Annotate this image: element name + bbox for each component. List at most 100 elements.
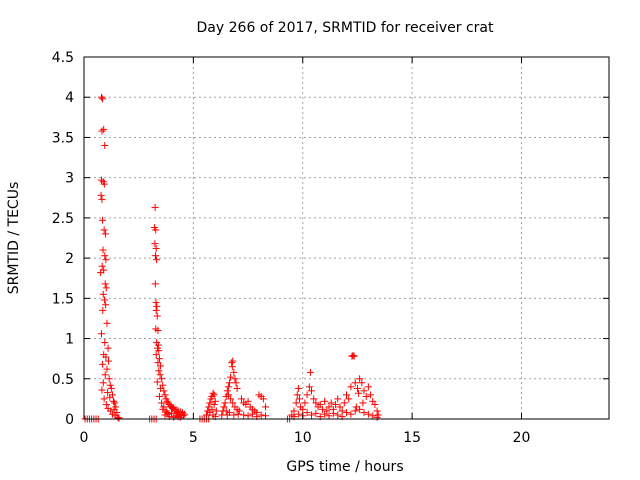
data-point [223,387,231,395]
data-point [352,403,360,411]
data-point [101,296,109,304]
data-point [294,410,302,418]
data-point [299,405,307,413]
data-point [107,384,115,392]
data-point [152,351,160,359]
data-point [234,410,242,418]
data-point [308,411,315,419]
data-point [225,379,233,387]
data-point [373,407,381,415]
data-point [168,409,175,417]
data-point [225,409,233,417]
data-point [351,379,359,387]
data-point [180,412,188,420]
data-point [115,414,123,422]
data-point [233,384,241,392]
data-point [100,180,108,188]
data-point [303,391,311,399]
data-point [248,410,256,418]
data-point [262,412,270,420]
data-point [336,403,344,411]
data-point [221,399,229,407]
data-point [103,365,111,373]
y-tick-label: 2.5 [52,211,74,227]
data-point [347,383,355,391]
data-point [364,383,372,391]
data-point [102,284,110,292]
data-point [369,412,377,420]
data-point [334,395,342,403]
plot-frame [83,56,610,420]
data-point [303,409,311,417]
x-tick-label: 20 [513,430,531,446]
data-point [153,256,161,264]
data-point [160,387,168,395]
data-point [102,256,110,264]
data-point [98,262,106,270]
data-point [231,375,239,383]
data-point [367,391,375,399]
data-point [155,367,163,375]
data-point [210,391,218,399]
data-point [343,409,350,417]
data-point [230,411,238,419]
data-point [152,298,160,306]
data-point [224,383,232,391]
data-point [156,371,164,379]
data-point [220,403,228,411]
data-point [257,411,265,419]
data-point [102,401,110,409]
data-point [301,399,309,407]
data-point [259,395,267,403]
data-point [229,399,237,407]
data-point [152,306,160,314]
data-point [312,409,320,417]
data-point [305,383,313,391]
data-point [325,412,333,420]
data-point [153,378,161,386]
data-point [350,352,358,360]
data-point [359,399,367,407]
data-point [244,397,252,405]
data-point [98,195,106,203]
data-point [101,230,109,238]
data-point [371,401,379,409]
x-tick-label: 5 [189,430,198,446]
data-point [358,379,366,387]
data-point [244,412,252,420]
data-point [306,368,314,376]
data-point [104,388,112,396]
tick-labels: 0 0.5 1 1.5 2 2.5 3 3.5 4 4.5 0 5 10 15 20 [52,50,531,446]
data-point [206,399,214,407]
data-point [318,405,326,413]
data-point [327,399,335,407]
data-point [160,403,168,411]
y-axis-label: SRMTID / TECUs [6,182,22,295]
data-point [155,347,163,355]
data-point [103,319,111,327]
data-point [97,269,105,277]
data-point [152,244,160,252]
data-point [100,125,108,133]
data-point [176,413,184,421]
data-point [101,339,109,347]
data-point [99,306,107,314]
data-point [100,395,108,403]
data-point [98,127,106,135]
data-point [210,401,218,409]
data-point [110,397,118,405]
data-point [262,403,270,411]
data-point [105,357,112,365]
data-point [99,216,107,224]
data-point [153,302,161,310]
data-point [111,412,119,420]
data-point [353,384,361,392]
y-tick-label: 4 [65,90,74,106]
data-point [294,384,302,392]
data-point [98,330,105,338]
data-point [105,375,113,383]
data-point [98,93,105,101]
data-point [209,389,217,397]
data-point [340,399,348,407]
data-point [373,413,381,421]
